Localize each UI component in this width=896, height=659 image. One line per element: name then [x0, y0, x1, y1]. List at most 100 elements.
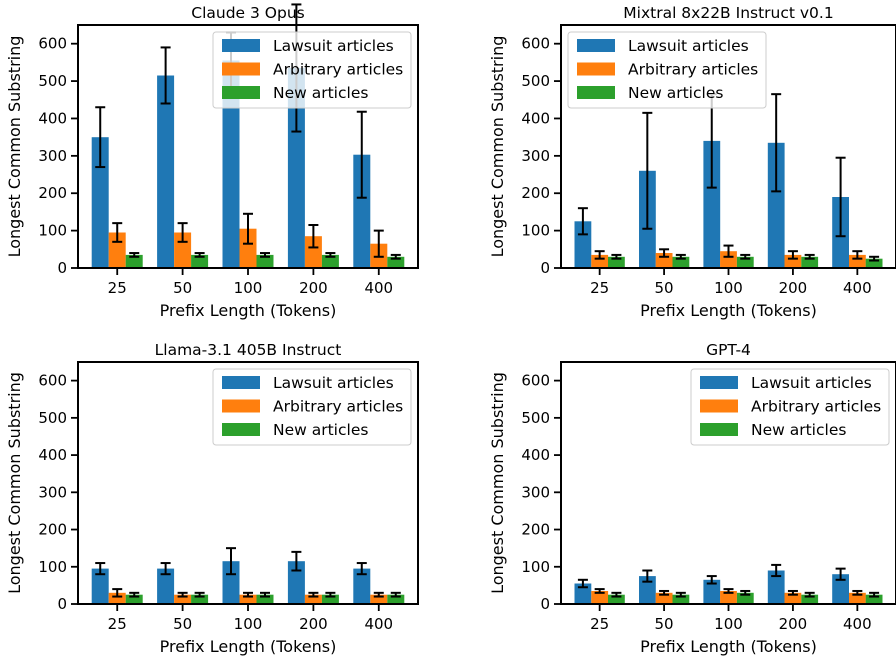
bar — [157, 568, 175, 604]
error-bar — [852, 589, 863, 596]
bar — [222, 60, 240, 268]
error-bar — [675, 591, 686, 598]
x-tick-label: 200 — [299, 615, 328, 633]
error-bar — [226, 547, 236, 576]
x-tick-label: 50 — [655, 279, 674, 297]
x-tick-label: 100 — [234, 279, 263, 297]
y-tick-label: 100 — [521, 222, 550, 240]
legend-label: New articles — [273, 84, 368, 102]
bar — [608, 256, 625, 268]
x-tick-label: 100 — [714, 615, 743, 633]
bar — [655, 592, 673, 604]
y-tick-label: 100 — [38, 222, 67, 240]
bar — [353, 568, 371, 604]
bar — [239, 594, 257, 604]
error-bar — [373, 591, 384, 598]
y-axis-label: Longest Common Substring — [488, 36, 507, 258]
y-tick-label: 200 — [38, 184, 67, 202]
x-tick-label: 100 — [714, 279, 743, 297]
error-bar — [194, 252, 205, 258]
y-tick-label: 100 — [521, 558, 550, 576]
y-tick-label: 600 — [521, 35, 550, 53]
error-bar — [835, 567, 846, 581]
y-tick-label: 500 — [521, 409, 550, 427]
x-tick-label: 400 — [843, 279, 872, 297]
bar — [174, 594, 192, 604]
y-tick-label: 200 — [521, 521, 550, 539]
x-axis-label: Prefix Length (Tokens) — [160, 301, 337, 320]
legend-box — [212, 31, 412, 109]
y-tick-label: 400 — [521, 446, 550, 464]
bar — [736, 256, 754, 268]
bar — [91, 137, 109, 268]
x-tick-label: 50 — [655, 615, 674, 633]
bar — [591, 591, 609, 604]
bar — [784, 592, 802, 604]
bar — [353, 154, 371, 268]
error-bar — [325, 252, 336, 258]
error-bar — [723, 588, 734, 594]
bar — [222, 561, 240, 604]
bar — [125, 594, 143, 604]
error-bar — [177, 222, 188, 243]
x-tick-label: 25 — [590, 615, 609, 633]
y-tick-label: 0 — [540, 595, 550, 613]
y-tick-label: 600 — [38, 372, 67, 390]
bar — [767, 570, 785, 604]
x-tick-label: 400 — [364, 615, 393, 633]
bar — [256, 594, 274, 604]
error-bar — [787, 589, 798, 596]
error-bar — [112, 222, 123, 243]
error-bar — [869, 591, 880, 598]
bar — [720, 591, 737, 604]
legend-box — [690, 368, 890, 446]
bar — [256, 254, 274, 268]
error-bar — [325, 591, 336, 598]
bar — [865, 594, 883, 604]
legend-label: Arbitrary articles — [751, 398, 881, 416]
error-bar — [390, 253, 401, 260]
legend-label: Lawsuit articles — [273, 374, 394, 392]
bar — [574, 221, 592, 268]
error-bar — [95, 106, 106, 169]
bar — [767, 142, 785, 268]
bar — [736, 592, 754, 604]
error-bar — [659, 248, 670, 258]
legend: Lawsuit articles Arbitrary articles New ar… — [690, 368, 890, 446]
bar — [703, 579, 721, 604]
bar — [865, 258, 883, 268]
error-bar — [160, 562, 171, 576]
error-bar — [390, 591, 401, 598]
chart-panel-0: 0 100 200 300 400 500 600 25 50 100 200 400 Claude 3… — [5, 3, 419, 320]
y-tick-label: 500 — [38, 72, 67, 90]
bar — [639, 576, 656, 604]
x-tick-label: 400 — [364, 279, 393, 297]
error-bar — [740, 253, 751, 260]
y-tick-label: 300 — [38, 147, 67, 165]
bar — [672, 594, 690, 604]
error-bar — [243, 591, 253, 598]
bar — [191, 594, 209, 604]
error-bar — [869, 255, 880, 262]
bar — [304, 236, 322, 268]
chart-title: Mixtral 8x22B Instruct v0.1 — [623, 4, 833, 22]
legend-label: New articles — [273, 421, 368, 439]
error-bar — [804, 253, 815, 260]
error-bar — [594, 250, 605, 260]
chart-title: Claude 3 Opus — [191, 4, 304, 22]
legend-label: Arbitrary articles — [273, 61, 403, 79]
y-tick-label: 500 — [38, 409, 67, 427]
bar — [91, 568, 109, 604]
y-tick-label: 0 — [57, 595, 67, 613]
y-axis-label: Longest Common Substring — [5, 36, 24, 258]
error-bar — [706, 575, 717, 585]
bar — [574, 583, 592, 604]
bar — [720, 251, 737, 268]
bar — [832, 574, 849, 604]
chart-panel-3: 0 100 200 300 400 500 600 25 50 100 200 400 GPT-4 Pre… — [488, 341, 896, 656]
bar — [321, 254, 339, 268]
chart-panel-1: 0 100 200 300 400 500 600 25 50 100 200 400 Mixtral … — [488, 4, 896, 320]
legend-label: Arbitrary articles — [273, 398, 403, 416]
error-bar — [129, 252, 140, 258]
